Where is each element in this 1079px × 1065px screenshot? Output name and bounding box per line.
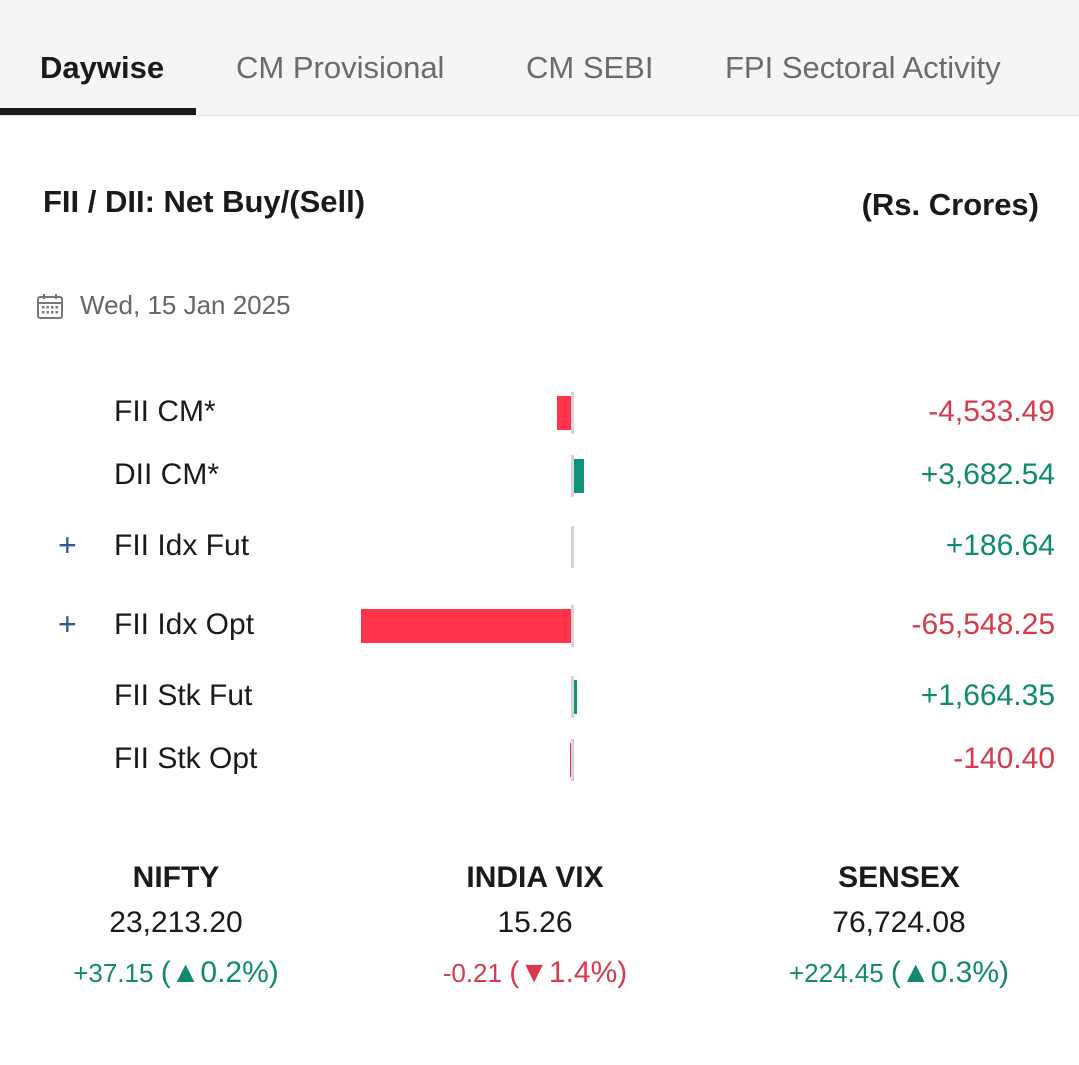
arrow-icon: ▲ xyxy=(900,956,931,989)
tab-cm-sebi[interactable]: CM SEBI xyxy=(526,50,654,85)
index-change-percent: 0.3% xyxy=(930,956,1000,989)
tab-daywise[interactable]: Daywise xyxy=(40,50,165,85)
zero-axis xyxy=(571,739,574,781)
zero-axis xyxy=(571,526,574,568)
flow-row-dii-cm: DII CM* +3,682.54 xyxy=(0,452,1079,502)
flow-row-fii-stk-opt: FII Stk Opt -140.40 xyxy=(0,736,1079,786)
row-label: FII CM* xyxy=(114,395,216,428)
zero-axis xyxy=(571,605,574,647)
flow-row-fii-stk-fut: FII Stk Fut +1,664.35 xyxy=(0,673,1079,723)
row-value: +1,664.35 xyxy=(920,679,1055,712)
expand-plus-icon[interactable]: + xyxy=(58,527,77,563)
index-nifty[interactable]: NIFTY 23,213.20 +37.15 (▲0.2%) xyxy=(26,858,326,998)
date-text: Wed, 15 Jan 2025 xyxy=(80,290,291,320)
index-change-percent: 1.4% xyxy=(548,956,618,989)
row-label: FII Stk Fut xyxy=(114,679,253,712)
row-value: -140.40 xyxy=(953,742,1055,775)
index-name: INDIA VIX xyxy=(466,861,604,894)
expand-plus-icon[interactable]: + xyxy=(58,606,77,642)
arrow-icon: ▼ xyxy=(519,956,549,989)
index-change-percent: 0.2% xyxy=(200,956,269,989)
row-value: +186.64 xyxy=(945,529,1055,562)
index-value: 23,213.20 xyxy=(109,906,243,939)
arrow-icon: ▲ xyxy=(170,956,201,989)
index-name: NIFTY xyxy=(132,861,220,894)
index-change-points: +37.15 xyxy=(73,958,154,988)
index-value: 15.26 xyxy=(497,906,573,939)
row-value: -4,533.49 xyxy=(928,395,1055,428)
index-change-points: -0.21 xyxy=(442,958,502,988)
index-change: -0.21 (▼1.4%) xyxy=(442,956,628,989)
zero-axis xyxy=(571,455,574,497)
index-change: +37.15 (▲0.2%) xyxy=(73,956,279,989)
flow-row-fii-idx-opt: + FII Idx Opt -65,548.25 xyxy=(0,602,1079,652)
index-value: 76,724.08 xyxy=(832,906,966,939)
row-value: -65,548.25 xyxy=(911,608,1055,641)
index-name: SENSEX xyxy=(838,861,960,894)
index-sensex[interactable]: SENSEX 76,724.08 +224.45 (▲0.3%) xyxy=(749,858,1049,998)
index-change: +224.45 (▲0.3%) xyxy=(788,956,1010,989)
section-title: FII / DII: Net Buy/(Sell) xyxy=(43,184,366,219)
index-change-points: +224.45 xyxy=(788,958,884,988)
tab-bar: Daywise CM Provisional CM SEBI FPI Secto… xyxy=(0,0,1079,116)
row-label: DII CM* xyxy=(114,458,219,491)
index-india-vix[interactable]: INDIA VIX 15.26 -0.21 (▼1.4%) xyxy=(385,858,685,998)
tab-cm-provisional[interactable]: CM Provisional xyxy=(236,50,445,85)
row-label: FII Stk Opt xyxy=(114,742,258,775)
flow-bar xyxy=(361,609,572,643)
flow-bar xyxy=(572,680,578,714)
row-label: FII Idx Opt xyxy=(114,608,255,641)
units-label: (Rs. Crores) xyxy=(861,187,1039,222)
flow-bar xyxy=(572,459,584,493)
flow-row-fii-idx-fut: + FII Idx Fut +186.64 xyxy=(0,523,1079,573)
flow-bar xyxy=(557,396,572,430)
zero-axis xyxy=(571,392,574,434)
calendar-icon xyxy=(37,294,63,319)
row-label: FII Idx Fut xyxy=(114,529,250,562)
flow-row-fii-cm: FII CM* -4,533.49 xyxy=(0,389,1079,439)
active-tab-indicator xyxy=(0,108,196,115)
row-value: +3,682.54 xyxy=(920,458,1055,491)
zero-axis xyxy=(571,676,574,718)
tab-fpi-sectoral-activity[interactable]: FPI Sectoral Activity xyxy=(725,50,1001,85)
